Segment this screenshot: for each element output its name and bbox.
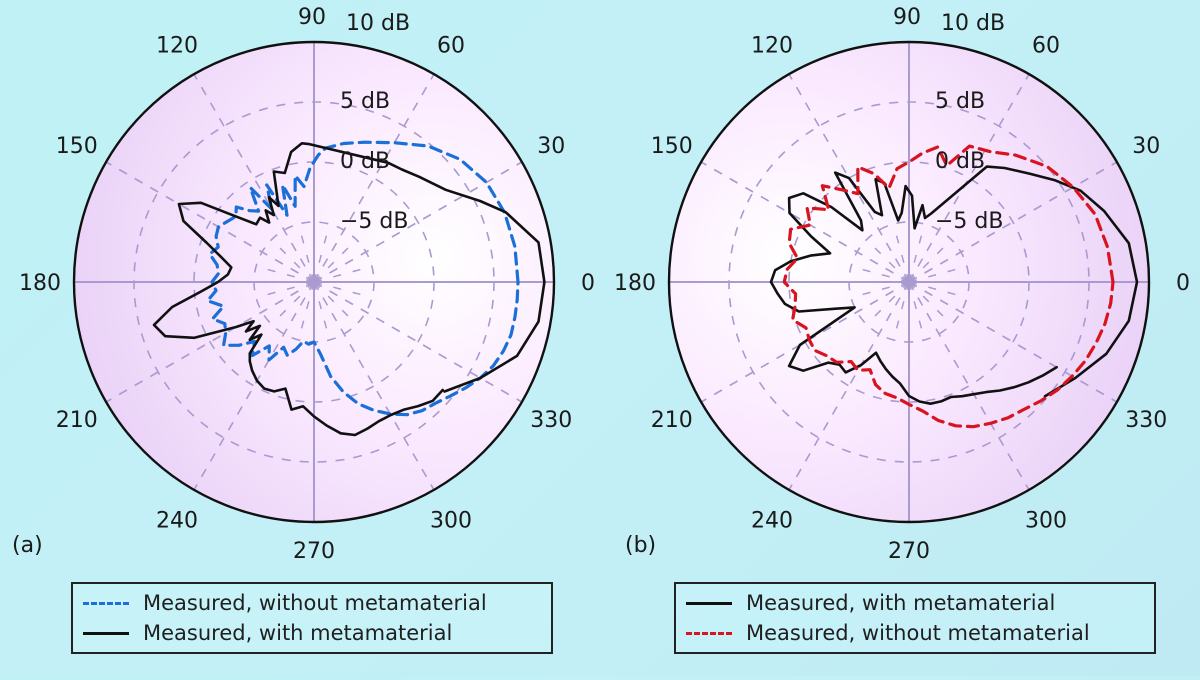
legend-entry: Measured, without metamaterial <box>686 618 1146 648</box>
grid-spoke <box>193 281 315 491</box>
grid-spoke <box>105 281 315 403</box>
angle-tick-label: 240 <box>156 508 198 533</box>
legend-label: Measured, without metamaterial <box>143 591 487 615</box>
angle-tick-label: 300 <box>1025 508 1067 533</box>
legend-entry: Measured, with metamaterial <box>83 618 543 648</box>
angle-tick-label: 90 <box>893 5 921 30</box>
series-line-with-metamaterial <box>152 142 546 437</box>
panel-label: (b) <box>625 533 656 558</box>
angle-tick-label: 270 <box>888 539 930 564</box>
grid-spoke <box>788 73 910 283</box>
angle-tick-label: 30 <box>537 134 565 159</box>
series-line-with-metamaterial <box>769 165 1139 405</box>
legend-entry: Measured, with metamaterial <box>686 588 1146 618</box>
legend-swatch-solid-black <box>83 631 129 635</box>
legend-label: Measured, with metamaterial <box>746 591 1056 615</box>
grid-ring <box>788 161 1030 403</box>
angle-tick-label: 210 <box>56 408 98 433</box>
legend-swatch-solid-black <box>686 601 732 605</box>
angle-tick-label: 120 <box>156 34 198 59</box>
angle-tick-label: 150 <box>56 134 98 159</box>
radial-tick-label: 5 dB <box>935 89 985 114</box>
angle-tick-label: 30 <box>1132 134 1160 159</box>
grid-spoke <box>908 281 1118 403</box>
grid-spoke <box>908 161 1118 283</box>
grid-spoke <box>105 161 315 283</box>
radial-tick-label: 10 dB <box>346 11 410 36</box>
angle-tick-label: 300 <box>430 508 472 533</box>
angle-tick-label: 330 <box>1125 408 1167 433</box>
angle-tick-label: 120 <box>751 34 793 59</box>
grid-ring <box>728 101 1090 463</box>
grid-spoke <box>313 161 523 283</box>
series-line-without-metamaterial <box>206 140 520 417</box>
grid-spoke <box>313 281 435 491</box>
angle-tick-label: 90 <box>298 5 326 30</box>
angle-tick-label: 60 <box>1032 34 1060 59</box>
angle-tick-label: 330 <box>530 408 572 433</box>
angle-tick-label: 180 <box>614 271 656 296</box>
angle-tick-label: 270 <box>293 539 335 564</box>
outer-circle <box>72 40 556 524</box>
grid-ring <box>848 221 970 343</box>
grid-spoke <box>908 73 1030 283</box>
radial-tick-label: −5 dB <box>935 209 1003 234</box>
radial-tick-label: −5 dB <box>340 209 408 234</box>
legend-swatch-dashed-blue <box>83 601 129 605</box>
radial-tick-label: 10 dB <box>941 11 1005 36</box>
grid-spoke <box>700 281 910 403</box>
grid-spoke <box>193 73 315 283</box>
legend-a: Measured, without metamaterial Measured,… <box>71 582 553 654</box>
angle-tick-label: 210 <box>651 408 693 433</box>
legend-label: Measured, with metamaterial <box>143 621 453 645</box>
legend-swatch-dashed-red <box>686 631 732 635</box>
outer-circle <box>667 40 1151 524</box>
series-line-without-metamaterial <box>782 144 1115 429</box>
panel-label: (a) <box>12 533 43 558</box>
polar-chart-b: 10 dB 5 dB 0 dB −5 dB 0 30 60 90 120 150 180 210 240… <box>614 5 1190 564</box>
grid-spoke <box>908 281 1030 491</box>
grid-spoke <box>788 281 910 491</box>
legend-label: Measured, without metamaterial <box>746 621 1090 645</box>
polar-chart-a: 10 dB 5 dB 0 dB −5 dB 0 30 60 90 120 150 180 210 240… <box>12 5 595 564</box>
legend-b: Measured, with metamaterial Measured, wi… <box>674 582 1156 654</box>
angle-tick-label: 240 <box>751 508 793 533</box>
grid-spoke <box>313 281 523 403</box>
grid-spoke <box>700 161 910 283</box>
legend-entry: Measured, without metamaterial <box>83 588 543 618</box>
angle-tick-label: 0 <box>1176 271 1190 296</box>
angle-tick-label: 150 <box>651 134 693 159</box>
angle-tick-label: 180 <box>19 271 61 296</box>
grid-spoke <box>313 73 435 283</box>
radial-tick-label: 0 dB <box>935 149 985 174</box>
grid-ring <box>133 101 495 463</box>
angle-tick-label: 0 <box>581 271 595 296</box>
radial-tick-label: 5 dB <box>340 89 390 114</box>
angle-tick-label: 60 <box>437 34 465 59</box>
radial-tick-label: 0 dB <box>340 149 390 174</box>
